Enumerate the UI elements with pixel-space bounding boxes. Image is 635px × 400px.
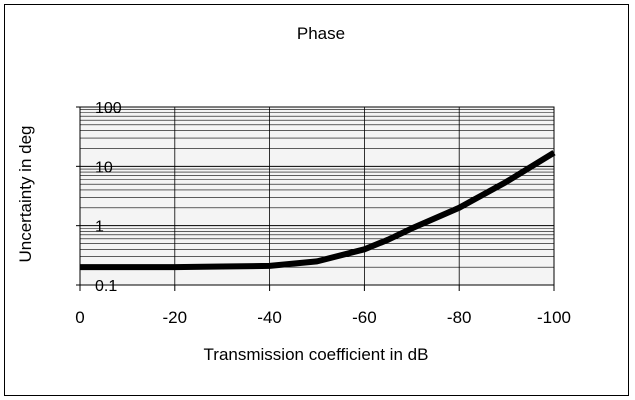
- x-tick-label: -100: [537, 308, 571, 327]
- y-axis-ticks: 0.1 1 10 100: [76, 100, 122, 295]
- y-axis-label: Uncertainty in deg: [16, 125, 35, 262]
- grid: [80, 107, 554, 285]
- y-tick-label: 100: [95, 100, 122, 117]
- series: [80, 150, 556, 271]
- chart-title: Phase: [297, 24, 345, 43]
- x-tick-label: -20: [163, 308, 188, 327]
- x-tick-label: -60: [352, 308, 377, 327]
- y-tick-label: 1: [95, 219, 104, 236]
- x-tick-label: -80: [447, 308, 472, 327]
- x-axis-label: Transmission coefficient in dB: [204, 345, 429, 364]
- uncertainty-line: [80, 150, 556, 271]
- x-tick-label: 0: [75, 308, 84, 327]
- y-tick-label: 10: [95, 159, 113, 176]
- y-tick-label: 0.1: [95, 278, 117, 295]
- x-axis-ticks: 0 -20 -40 -60 -80 -100: [75, 285, 571, 327]
- x-tick-label: -40: [257, 308, 282, 327]
